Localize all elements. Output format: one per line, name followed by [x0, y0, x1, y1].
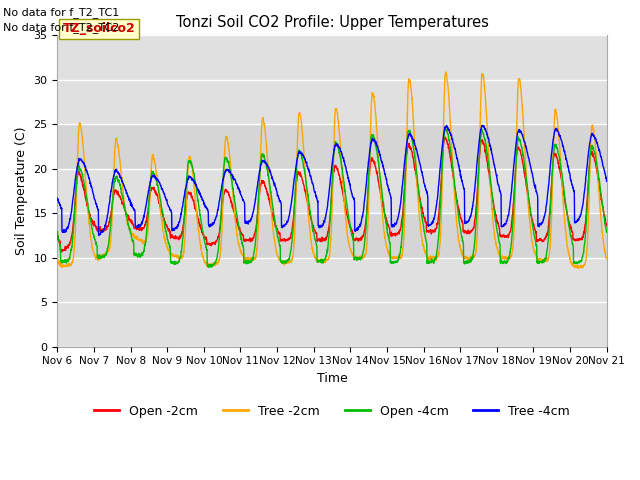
Bar — [58, 124, 607, 169]
Text: TZ_soilco2: TZ_soilco2 — [63, 23, 136, 36]
Text: No data for f_T2_TC1: No data for f_T2_TC1 — [3, 7, 120, 18]
Title: Tonzi Soil CO2 Profile: Upper Temperatures: Tonzi Soil CO2 Profile: Upper Temperatur… — [175, 15, 488, 30]
Y-axis label: Soil Temperature (C): Soil Temperature (C) — [15, 127, 28, 255]
X-axis label: Time: Time — [317, 372, 348, 385]
Legend: Open -2cm, Tree -2cm, Open -4cm, Tree -4cm: Open -2cm, Tree -2cm, Open -4cm, Tree -4… — [89, 400, 575, 423]
Text: No data for f_T2_TC2: No data for f_T2_TC2 — [3, 22, 120, 33]
Bar — [58, 213, 607, 258]
